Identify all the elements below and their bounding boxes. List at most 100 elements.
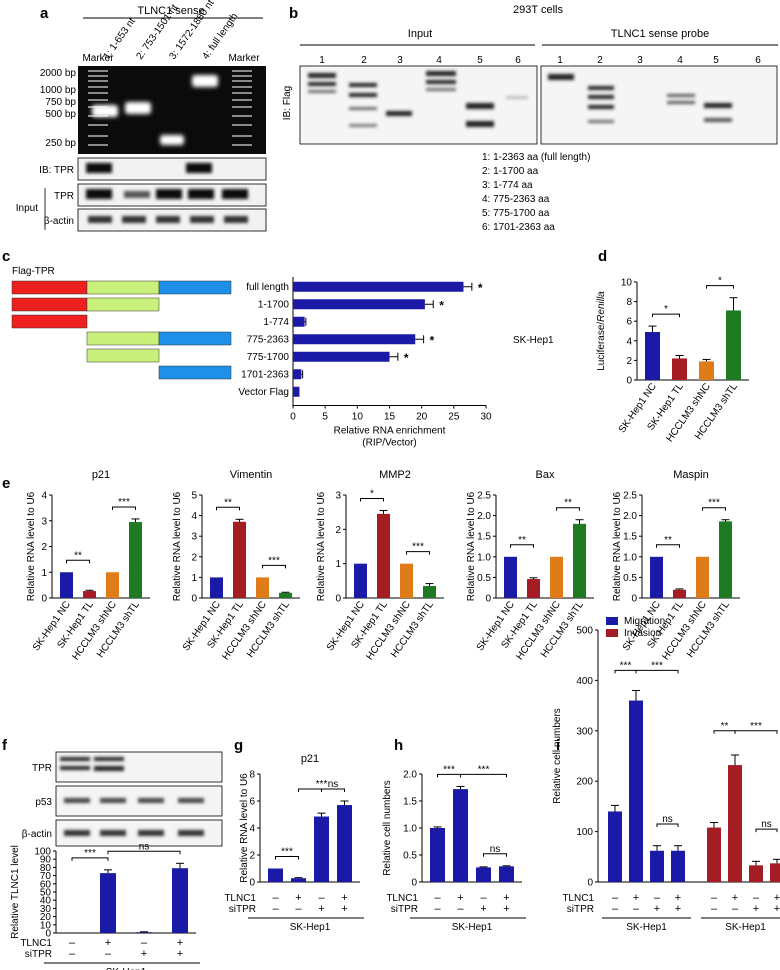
chart-e4-sig-bracket — [556, 507, 580, 511]
chart-i-condition-sign: – — [654, 892, 661, 904]
fragment-775-1700 — [86, 348, 160, 363]
chart-d-ytick-label: 4 — [626, 336, 632, 347]
panel-b-ylabel: IB: Flag — [282, 86, 293, 120]
chart-c-bar — [293, 386, 300, 397]
chart-i-sig-bracket — [755, 828, 778, 833]
chart-f-condition-sign: – — [69, 948, 76, 960]
chart-e1-ylabel: Relative RNA level to U6 — [26, 491, 37, 601]
chart-d-ytick-label: 8 — [626, 297, 632, 308]
chart-g-ytick-label: 2 — [249, 851, 255, 862]
chart-f-bar — [172, 868, 188, 933]
panel-label-e: e — [2, 475, 10, 492]
lane-b-probe-6: 6 — [755, 55, 761, 66]
chart-c-bar — [293, 316, 305, 327]
chart-e3-sig-label: * — [370, 488, 374, 499]
chart-c-xtick-label: 15 — [384, 412, 396, 423]
chart-i-condition-sign: + — [753, 903, 759, 915]
chart-d-ytick-label: 2 — [626, 356, 632, 367]
fragment-1701-2363 — [158, 365, 232, 380]
chart-e5-title: Maspin — [673, 469, 708, 481]
lane-label-1: 1: 1-653 nt — [101, 16, 138, 62]
chart-i-sig-label: ns — [761, 819, 772, 830]
panel-b: 293T cells Input TLNC1 sense probe IB: F… — [282, 4, 778, 233]
chart-e4-ytick-label: 1.5 — [477, 532, 491, 543]
gel-band-lane-1 — [92, 105, 118, 117]
chart-f-condition-sign: + — [105, 937, 111, 949]
chart-g-condition-label: TLNC1 — [224, 893, 256, 904]
panel-a-header: TLNC1 sense — [137, 5, 204, 17]
chart-c-xtick-label: 20 — [416, 412, 428, 423]
panel-a: TLNC1 sense Marker 1: 1-653 nt 2: 753-15… — [16, 0, 267, 232]
chart-e2-bar — [210, 577, 223, 598]
panel-b-legend-3: 3: 1-774 aa — [482, 180, 533, 191]
marker-750: 750 bp — [45, 97, 76, 108]
chart-e5-ytick-label: 0.5 — [623, 573, 637, 584]
chart-i-sig-label: *** — [750, 721, 762, 732]
chart-e2-sig-label: *** — [268, 555, 280, 566]
panel-b-legend-1: 1: 1-2363 aa (full length) — [482, 152, 590, 163]
chart-i-condition-sign: + — [675, 892, 681, 904]
chart-i-condition-sign: + — [654, 903, 660, 915]
chart-e1-bar — [106, 572, 119, 598]
chart-i-condition-sign: + — [633, 892, 639, 904]
chart-h-condition-sign: + — [480, 903, 486, 915]
chart-i-ytick-label: 200 — [576, 777, 593, 788]
chart-c-sig-label: * — [430, 333, 435, 347]
chart-g-ytick-label: 0 — [249, 878, 255, 889]
chart-h-condition-sign: + — [503, 892, 509, 904]
chart-h: 0 0.5 1.0 1.5 2.0 Relative cell numbers *** ***… — [382, 764, 526, 933]
chart-e3-sig-bracket — [360, 497, 384, 502]
chart-e1-bar — [60, 572, 73, 598]
chart-e5-sig-bracket — [656, 544, 680, 548]
blot-f-label-p53: p53 — [35, 797, 52, 808]
chart-g-condition-sign: + — [295, 892, 301, 904]
marker-ladder-right — [232, 70, 252, 146]
lane-b-input-3: 3 — [397, 55, 403, 66]
chart-i-condition-sign: – — [753, 892, 760, 904]
chart-i-sig-label: *** — [651, 660, 663, 671]
chart-c-sig-label: * — [439, 298, 444, 312]
lane-b-input-6: 6 — [515, 55, 521, 66]
panel-c-side-label: SK-Hep1 — [513, 335, 554, 346]
panel-f-blots: TPR p53 β-actin — [22, 751, 223, 847]
chart-e5-sig-bracket — [702, 507, 726, 511]
chart-i-group-label: SK-Hep1 — [626, 922, 667, 933]
chart-f-sig-bracket — [71, 857, 109, 861]
chart-i-bar-migration — [629, 700, 643, 882]
chart-e4-ytick-label: 0 — [485, 594, 491, 605]
chart-f-ylabel: Relative TLNC1 level — [10, 845, 21, 939]
chart-e2-ytick-label: 0 — [191, 594, 197, 605]
chart-e4-ytick-label: 2.0 — [477, 511, 491, 522]
chart-f-ytick-label: 50 — [40, 888, 52, 899]
chart-h-sig-label: *** — [478, 764, 490, 775]
chart-e1-ytick-label: 1 — [41, 568, 47, 579]
chart-e5-bar — [650, 556, 663, 598]
chart-h-bar — [453, 789, 468, 882]
panel-label-h: h — [394, 737, 403, 754]
chart-e1-title: p21 — [92, 469, 110, 481]
chart-h-condition-sign: – — [480, 892, 487, 904]
chart-h-ytick-label: 2.0 — [403, 770, 417, 781]
chart-i-ylabel: Relative cell numbers — [552, 708, 563, 804]
chart-f-ytick-label: 30 — [40, 904, 52, 915]
chart-g-ytick-label: 8 — [249, 770, 255, 781]
marker-500: 500 bp — [45, 109, 76, 120]
chart-c-xtick-label: 10 — [352, 412, 364, 423]
panel-b-group-input: Input — [408, 28, 432, 40]
chart-g-bar — [268, 868, 283, 882]
chart-h-ytick-label: 0 — [411, 878, 417, 889]
lane-b-input-2: 2 — [361, 55, 367, 66]
chart-d-sig-bracket — [652, 313, 680, 318]
chart-f-ytick-label: 80 — [40, 863, 52, 874]
chart-e1-bar — [83, 591, 96, 598]
chart-d-sig-label: * — [718, 276, 722, 287]
chart-f-ytick-label: 70 — [40, 871, 52, 882]
chart-g-condition-sign: – — [272, 903, 279, 915]
chart-e1-ytick-label: 3 — [41, 516, 47, 527]
chart-e1-sig-bracket — [66, 559, 90, 564]
chart-g-sig-bracket — [321, 788, 345, 792]
chart-e3-title: MMP2 — [379, 469, 411, 481]
